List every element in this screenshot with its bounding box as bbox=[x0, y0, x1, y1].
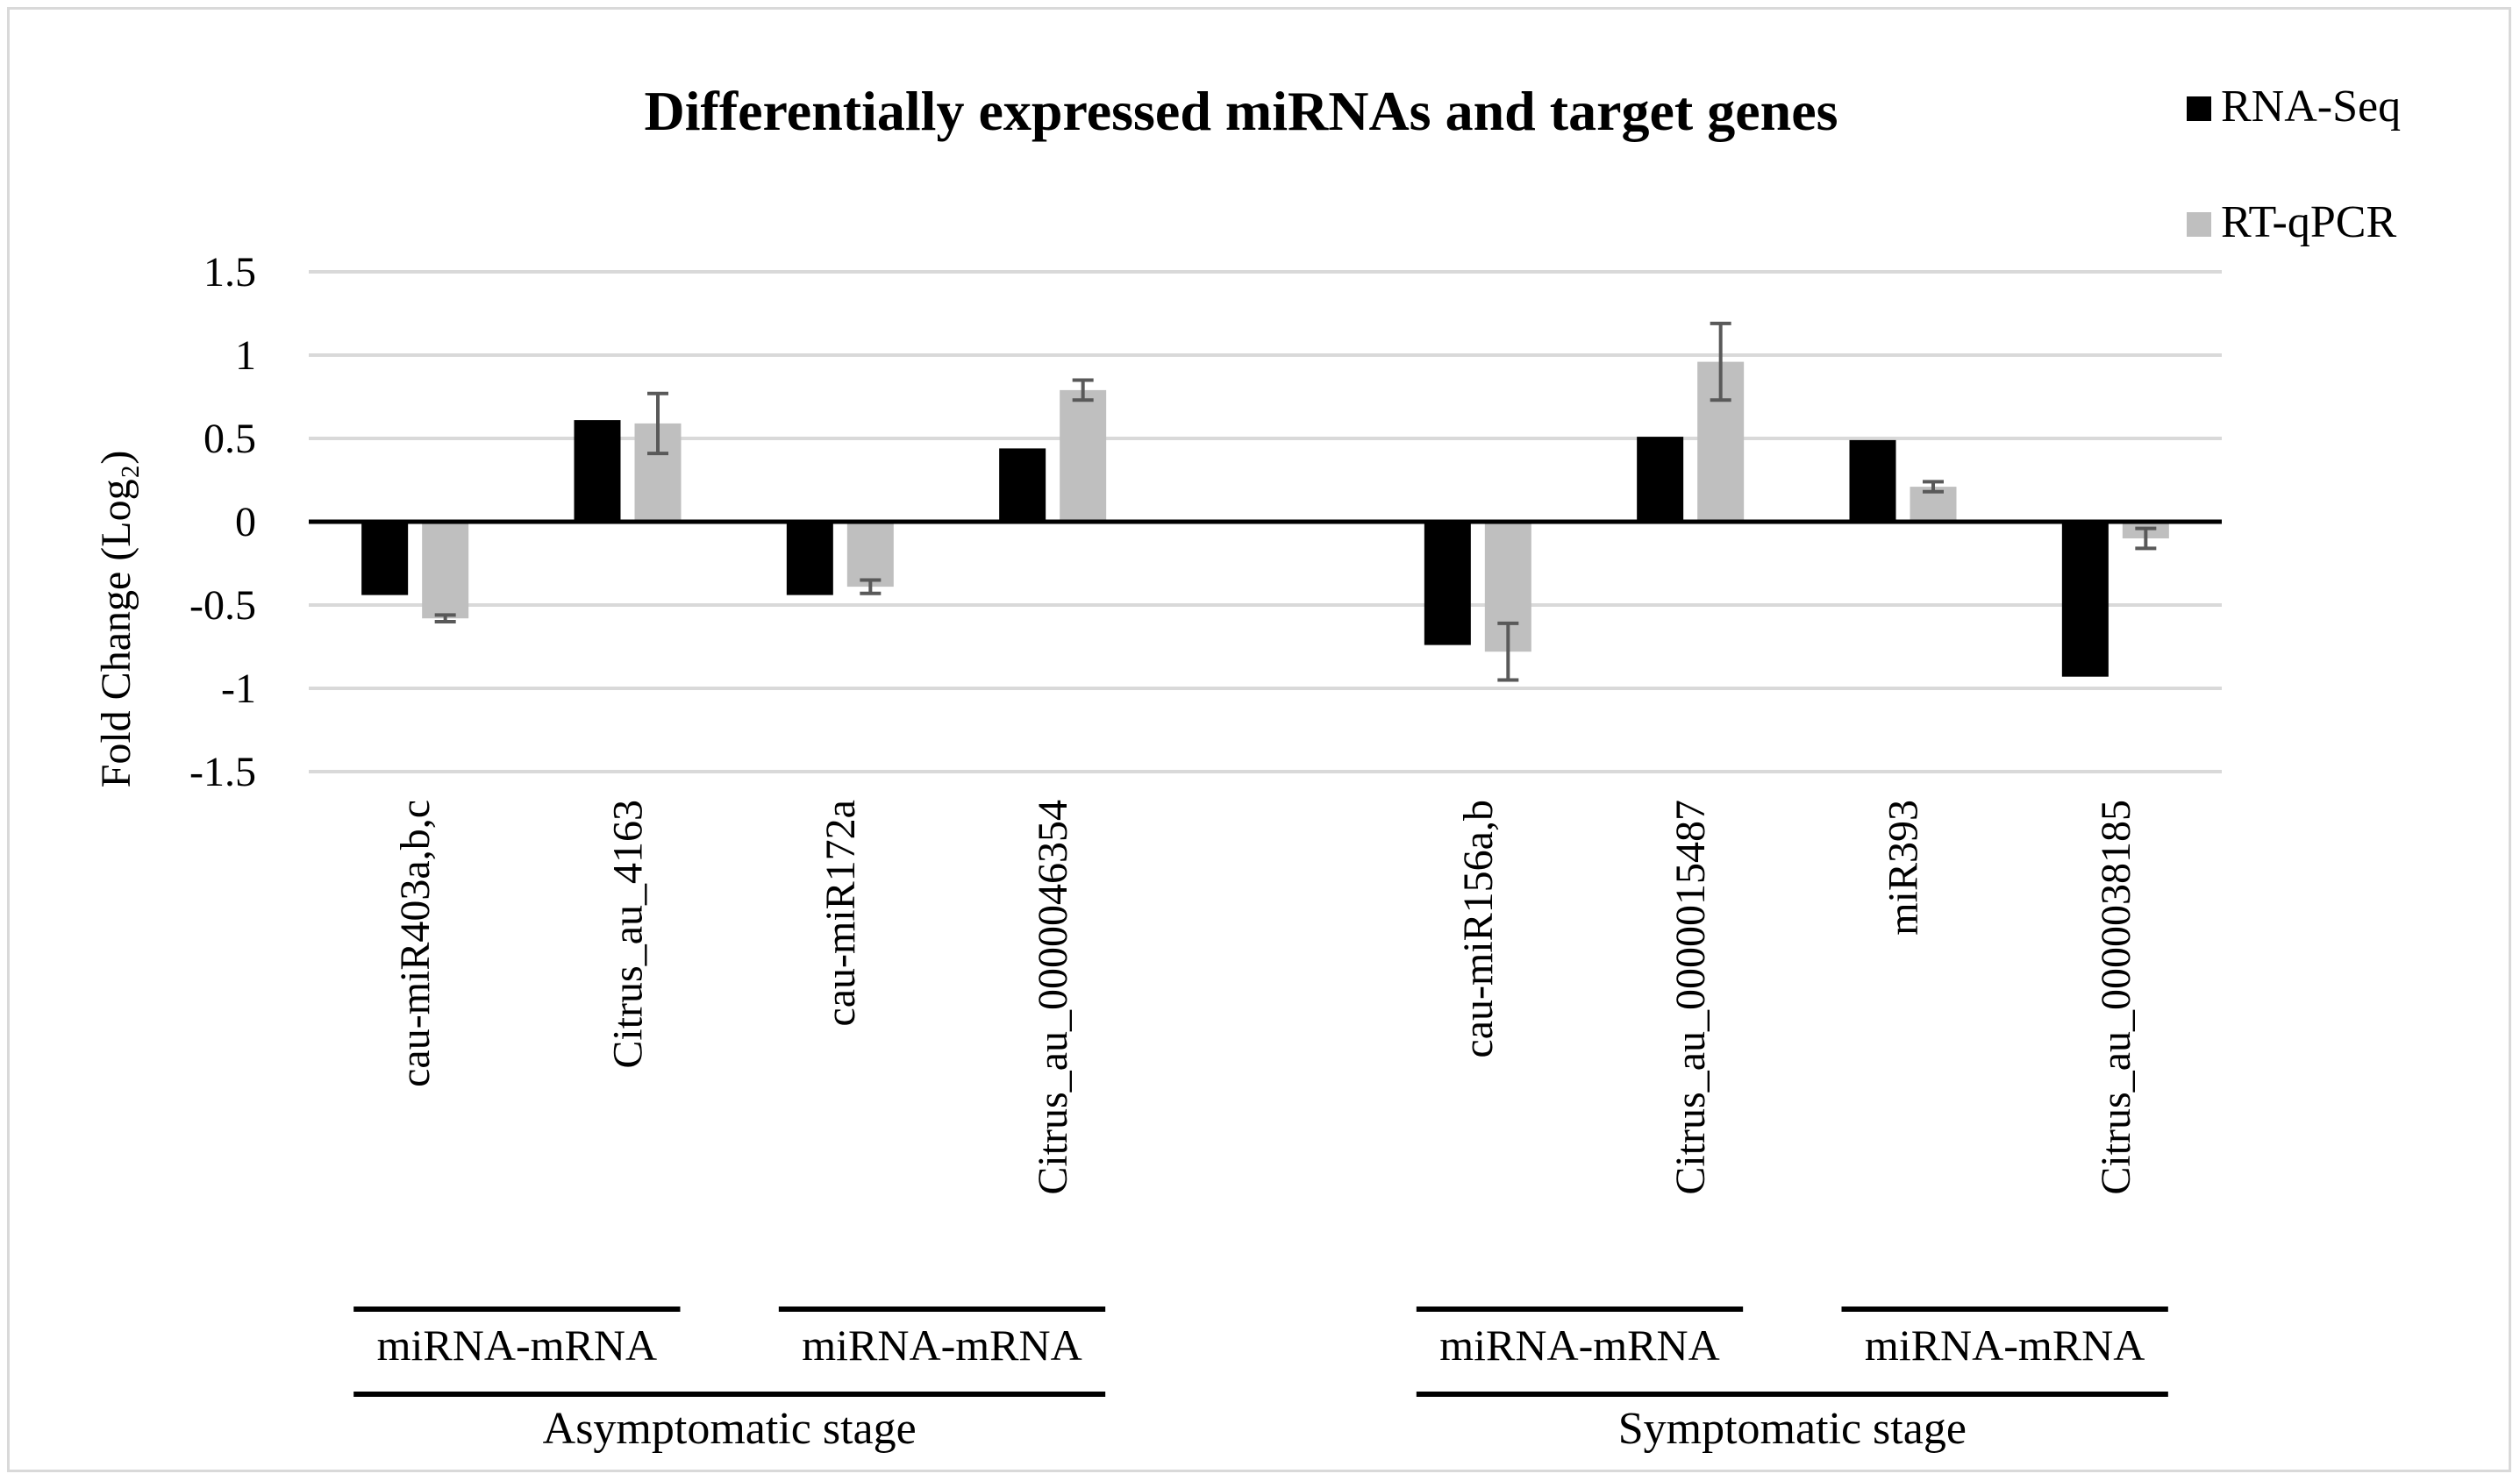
y-tick-label: 1.5 bbox=[203, 249, 256, 295]
x-tick-label: miR393 bbox=[1881, 800, 1927, 936]
x-tick-label: Citrus_au_0000038185 bbox=[2093, 800, 2139, 1195]
rna-seq-bar bbox=[1637, 437, 1684, 522]
x-tick-label: cau-miR403a,b,c bbox=[392, 800, 439, 1087]
error-bars bbox=[434, 321, 2157, 682]
x-tick-label: Citrus_au_0000046354 bbox=[1030, 800, 1076, 1195]
chart-title: Differentially expressed miRNAs and targ… bbox=[645, 80, 1838, 142]
stage-label: Symptomatic stage bbox=[1618, 1404, 1967, 1454]
group-brackets: miRNA-mRNA miRNA-mRNA miRNA-mRNA miRNA-mRNA… bbox=[353, 1307, 2168, 1454]
legend-swatch-rt-qpcr bbox=[2187, 212, 2211, 237]
legend: RNA-Seq RT-qPCR bbox=[2187, 82, 2401, 247]
y-axis-label: Fold Change (Log₂) bbox=[93, 451, 139, 788]
x-tick-label: cau-miR156a,b bbox=[1455, 800, 1502, 1058]
x-tick-label: cau-miR172a bbox=[817, 800, 864, 1027]
rna-seq-bar bbox=[999, 448, 1046, 522]
x-axis-labels: cau-miR403a,b,c Citrus_au_4163 cau-miR172a… bbox=[392, 800, 2139, 1195]
rna-seq-bar bbox=[2061, 522, 2109, 677]
x-tick-label: Citrus_au_4163 bbox=[605, 800, 652, 1069]
rna-seq-bar bbox=[1424, 522, 1471, 645]
rna-seq-bar bbox=[361, 522, 409, 595]
rna-seq-bar bbox=[1849, 439, 1896, 522]
rna-seq-bar bbox=[574, 420, 621, 522]
pair-label: miRNA-mRNA bbox=[1439, 1321, 1719, 1370]
pair-label: miRNA-mRNA bbox=[377, 1321, 657, 1370]
y-tick-label: 0 bbox=[235, 499, 256, 545]
gridlines bbox=[309, 270, 2222, 773]
legend-swatch-rna-seq bbox=[2187, 96, 2211, 121]
y-tick-label: -0.5 bbox=[189, 582, 256, 629]
legend-label-rt-qpcr: RT-qPCR bbox=[2221, 197, 2396, 247]
rt-qpcr-bar bbox=[422, 522, 469, 619]
y-tick-label: 1 bbox=[235, 332, 256, 379]
rt-qpcr-bar bbox=[846, 522, 894, 587]
y-axis-ticks: -1.5 -1 -0.5 0 0.5 1 1.5 bbox=[189, 249, 256, 795]
rna-seq-bar bbox=[786, 522, 833, 595]
pair-label: miRNA-mRNA bbox=[1865, 1321, 2145, 1370]
chart-frame bbox=[7, 7, 2511, 1472]
legend-label-rna-seq: RNA-Seq bbox=[2221, 82, 2401, 132]
y-tick-label: -1.5 bbox=[189, 749, 256, 795]
y-tick-label: 0.5 bbox=[203, 416, 256, 462]
y-tick-label: -1 bbox=[221, 666, 256, 712]
rt-qpcr-bar bbox=[1060, 389, 1107, 522]
stage-label: Asymptomatic stage bbox=[543, 1404, 917, 1454]
bars bbox=[361, 361, 2169, 677]
pair-label: miRNA-mRNA bbox=[802, 1321, 1082, 1370]
x-tick-label: Citrus_au_0000015487 bbox=[1667, 800, 1714, 1195]
